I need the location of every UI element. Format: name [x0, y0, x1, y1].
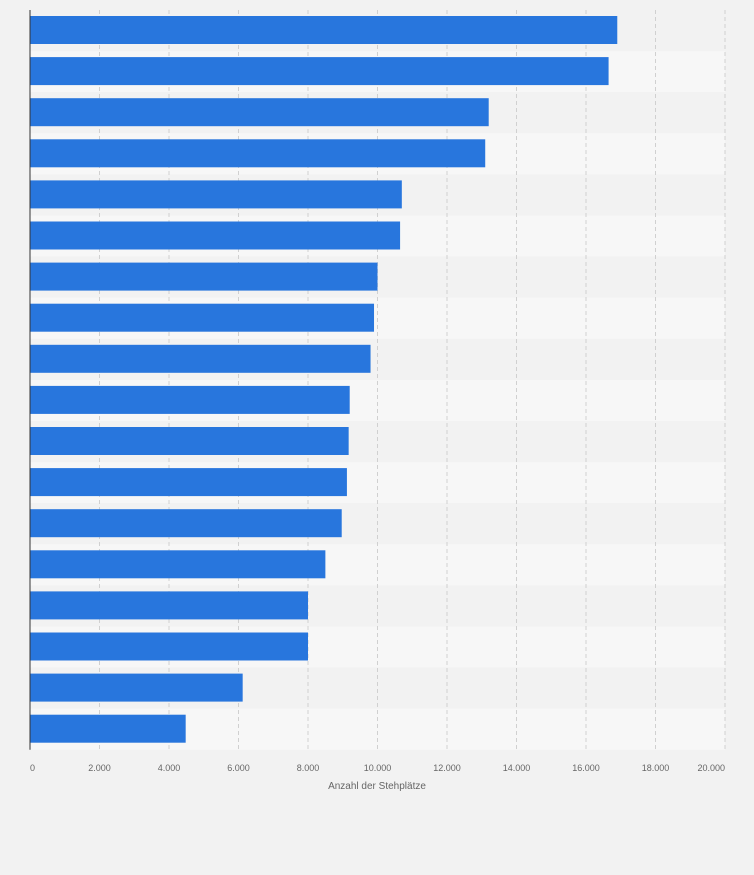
x-tick-label: 14.000	[503, 763, 531, 773]
x-tick-label: 2.000	[88, 763, 111, 773]
x-tick-labels: 0 2.000 4.000 6.000 8.000 10.000 12.000 14.000 1…	[30, 763, 725, 773]
x-tick-label: 18.000	[642, 763, 670, 773]
x-tick-label: 20.000	[697, 763, 725, 773]
bar[interactable]	[30, 180, 402, 209]
x-tick-label: 6.000	[227, 763, 250, 773]
x-tick-label: 10.000	[364, 763, 392, 773]
bar[interactable]	[30, 673, 243, 702]
bar[interactable]	[30, 385, 350, 414]
bar[interactable]	[30, 16, 618, 44]
x-tick-label: 0	[30, 763, 35, 773]
bar[interactable]	[30, 714, 186, 743]
bar[interactable]	[30, 427, 349, 455]
bar[interactable]	[30, 591, 308, 620]
bar[interactable]	[30, 632, 308, 661]
bar[interactable]	[30, 468, 347, 497]
gridlines	[99, 10, 726, 750]
bar[interactable]	[30, 57, 609, 86]
bar[interactable]	[30, 221, 401, 250]
x-tick-label: 8.000	[297, 763, 320, 773]
x-tick-label: 16.000	[572, 763, 600, 773]
bar[interactable]	[30, 303, 375, 332]
bar[interactable]	[30, 262, 378, 291]
bar[interactable]	[30, 344, 371, 373]
x-tick-label: 4.000	[158, 763, 181, 773]
x-tick-label: 12.000	[433, 763, 461, 773]
x-axis-label: Anzahl der Stehplätze	[328, 781, 426, 792]
bar[interactable]	[30, 550, 326, 579]
bar[interactable]	[30, 139, 486, 168]
bar[interactable]	[30, 98, 489, 127]
bars-group	[30, 16, 618, 743]
bar[interactable]	[30, 509, 342, 538]
